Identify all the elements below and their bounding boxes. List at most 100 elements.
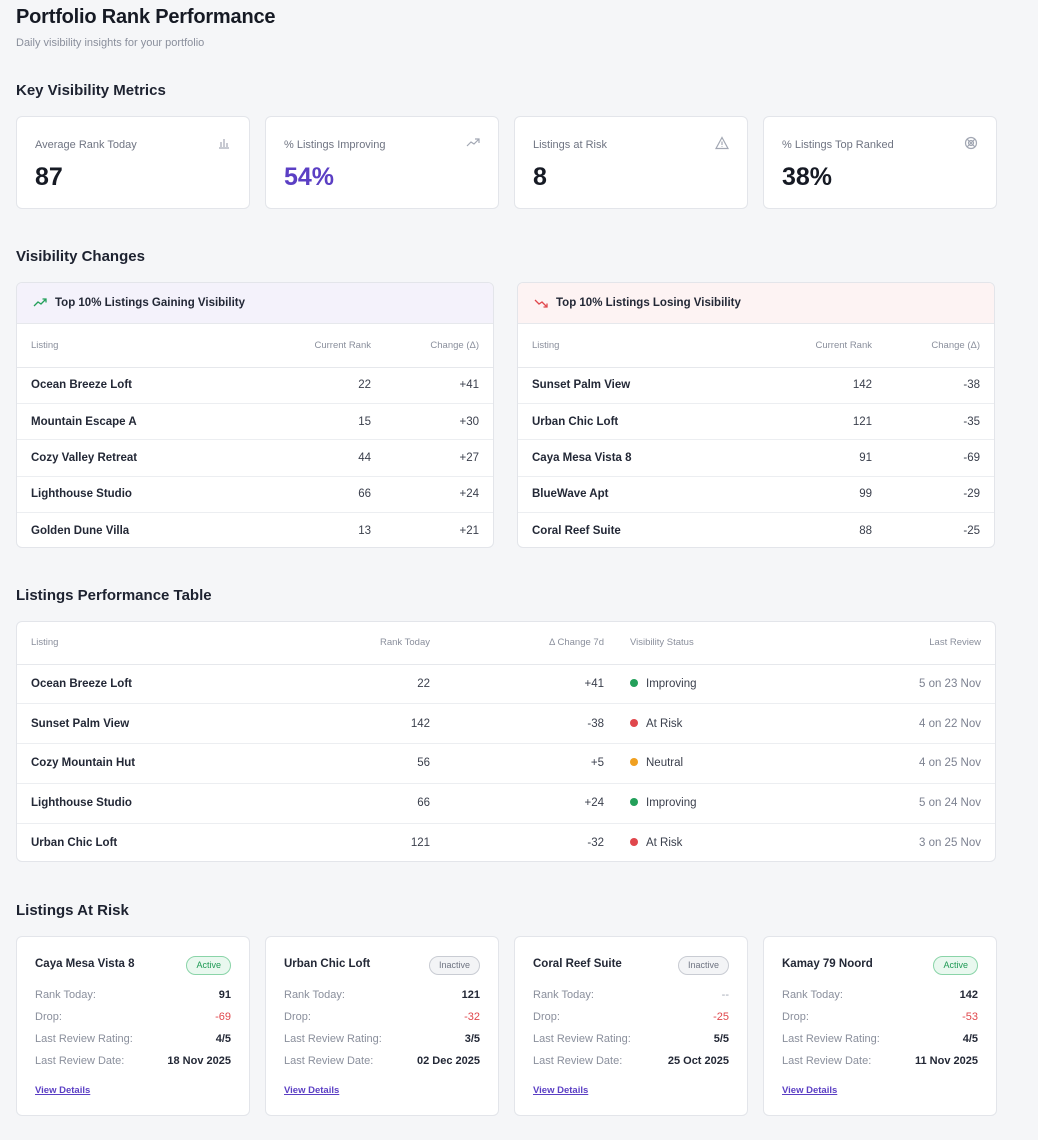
drop-value: -32 — [464, 1011, 480, 1023]
drop-row: Drop: -25 — [533, 1011, 729, 1027]
listing-name: Mountain Escape A — [17, 403, 257, 441]
status-dot-icon — [630, 678, 638, 687]
change-7d: +24 — [430, 783, 604, 824]
view-details-link[interactable]: View Details — [284, 1085, 340, 1096]
table-row[interactable]: Sunset Palm View 142 -38 At Risk 4 on 22… — [17, 703, 995, 745]
column-header[interactable]: Current Rank — [257, 324, 371, 368]
status-dot-icon — [630, 718, 638, 727]
rank-change: -29 — [872, 476, 994, 514]
table-row[interactable]: Ocean Breeze Loft 22 +41 — [17, 367, 493, 404]
current-rank: 66 — [257, 476, 371, 514]
listing-name: Sunset Palm View — [17, 703, 337, 745]
column-header[interactable]: Change (Δ) — [872, 324, 994, 368]
listing-name: Ocean Breeze Loft — [17, 367, 257, 404]
visibility-status: Improving — [604, 783, 764, 824]
table-row[interactable]: Cozy Mountain Hut 56 +5 Neutral 4 on 25 … — [17, 743, 995, 784]
table-row[interactable]: BlueWave Apt 99 -29 — [518, 476, 994, 514]
column-header[interactable]: Rank Today — [337, 622, 430, 665]
losing-panel-header: Top 10% Listings Losing Visibility — [518, 283, 994, 324]
status-text: At Risk — [646, 717, 683, 730]
rating-row: Last Review Rating: 4/5 — [35, 1033, 231, 1049]
view-details-link[interactable]: View Details — [35, 1085, 91, 1096]
view-details-link[interactable]: View Details — [533, 1085, 589, 1096]
bar-chart-icon — [219, 139, 229, 149]
risk-card-name: Coral Reef Suite — [533, 958, 622, 970]
last-review: 5 on 24 Nov — [764, 783, 995, 824]
date-value: 25 Oct 2025 — [667, 1055, 729, 1067]
losing-panel-title: Top 10% Listings Losing Visibility — [556, 297, 741, 309]
date-label: Last Review Date: — [782, 1055, 872, 1067]
trending-up-icon — [466, 138, 480, 147]
table-row[interactable]: Urban Chic Loft 121 -32 At Risk 3 on 25 … — [17, 823, 995, 861]
current-rank: 88 — [859, 525, 872, 537]
column-header[interactable]: Visibility Status — [604, 622, 764, 665]
rank-change: +24 — [371, 476, 493, 514]
table-row[interactable]: Coral Reef Suite 88 -25 — [518, 513, 994, 547]
listings-performance-table: Listing Rank Today Δ Change 7d Visibilit… — [16, 621, 996, 862]
view-details-link[interactable]: View Details — [782, 1085, 838, 1096]
drop-label: Drop: — [35, 1011, 62, 1023]
gaining-panel-header: Top 10% Listings Gaining Visibility — [17, 283, 493, 324]
drop-row: Drop: -53 — [782, 1011, 978, 1027]
current-rank: 13 — [358, 525, 371, 537]
kpi-card-at-risk: Listings at Risk 8 — [514, 116, 748, 209]
column-header[interactable]: Listing — [518, 324, 758, 368]
rank-change: -25 — [963, 525, 980, 537]
kpi-card-top-ranked: % Listings Top Ranked 38% — [763, 116, 997, 209]
visibility-status: Improving — [604, 664, 764, 705]
rank-change: +41 — [371, 367, 493, 404]
rank-change: +27 — [371, 439, 493, 477]
rating-value: 4/5 — [215, 1033, 231, 1045]
table-row[interactable]: Lighthouse Studio 66 +24 — [17, 476, 493, 514]
rank-change: +21 — [459, 525, 479, 537]
rank-value: 91 — [218, 989, 231, 1001]
rating-label: Last Review Rating: — [35, 1033, 133, 1045]
date-label: Last Review Date: — [35, 1055, 125, 1067]
status-dot-icon — [630, 758, 638, 767]
column-header[interactable]: Listing — [17, 622, 337, 665]
status-badge: Inactive — [428, 956, 480, 975]
listing-name: Lighthouse Studio — [17, 783, 337, 824]
table-section-heading: Listings Performance Table — [16, 587, 212, 604]
date-row: Last Review Date: 11 Nov 2025 — [782, 1055, 978, 1071]
table-row[interactable]: Cozy Valley Retreat 44 +27 — [17, 439, 493, 477]
trending-down-icon — [534, 299, 548, 308]
table-row[interactable]: Lighthouse Studio 66 +24 Improving 5 on … — [17, 783, 995, 824]
listing-name: Urban Chic Loft — [518, 403, 758, 441]
page-title: Portfolio Rank Performance — [16, 6, 276, 28]
table-row[interactable]: Mountain Escape A 15 +30 — [17, 403, 493, 441]
table-row[interactable]: Urban Chic Loft 121 -35 — [518, 403, 994, 441]
last-review: 3 on 25 Nov — [918, 837, 981, 850]
status-text: At Risk — [646, 837, 683, 850]
kpi-value: 87 — [35, 163, 63, 191]
table-row[interactable]: Ocean Breeze Loft 22 +41 Improving 5 on … — [17, 664, 995, 705]
warning-icon — [715, 136, 729, 150]
column-header[interactable]: Last Review — [764, 622, 995, 665]
last-review: 4 on 22 Nov — [764, 703, 995, 745]
column-header[interactable]: Listing — [17, 324, 257, 368]
change-7d: +5 — [430, 743, 604, 784]
column-header[interactable]: Change (Δ) — [371, 324, 493, 368]
table-row[interactable]: Golden Dune Villa 13 +21 — [17, 513, 493, 547]
rating-row: Last Review Rating: 5/5 — [533, 1033, 729, 1049]
risk-section-heading: Listings At Risk — [16, 902, 129, 919]
kpi-card-average-rank: Average Rank Today 87 — [16, 116, 250, 209]
current-rank: 121 — [758, 403, 872, 441]
rank-row: Rank Today: 121 — [284, 989, 480, 1005]
rank-label: Rank Today: — [35, 989, 96, 1001]
status-text: Neutral — [646, 757, 684, 770]
visibility-status: Neutral — [604, 743, 764, 784]
rank-row: Rank Today: 142 — [782, 989, 978, 1005]
rank-today: 56 — [337, 743, 430, 784]
page-subtitle: Daily visibility insights for your portf… — [16, 37, 205, 49]
column-header[interactable]: Δ Change 7d — [430, 622, 604, 665]
drop-value: -69 — [215, 1011, 231, 1023]
table-row[interactable]: Sunset Palm View 142 -38 — [518, 367, 994, 404]
status-badge: Active — [933, 956, 978, 975]
drop-row: Drop: -69 — [35, 1011, 231, 1027]
rank-value: -- — [721, 989, 729, 1001]
change-7d: -38 — [430, 703, 604, 745]
column-header[interactable]: Current Rank — [758, 324, 872, 368]
table-row[interactable]: Caya Mesa Vista 8 91 -69 — [518, 439, 994, 477]
rank-label: Rank Today: — [782, 989, 843, 1001]
